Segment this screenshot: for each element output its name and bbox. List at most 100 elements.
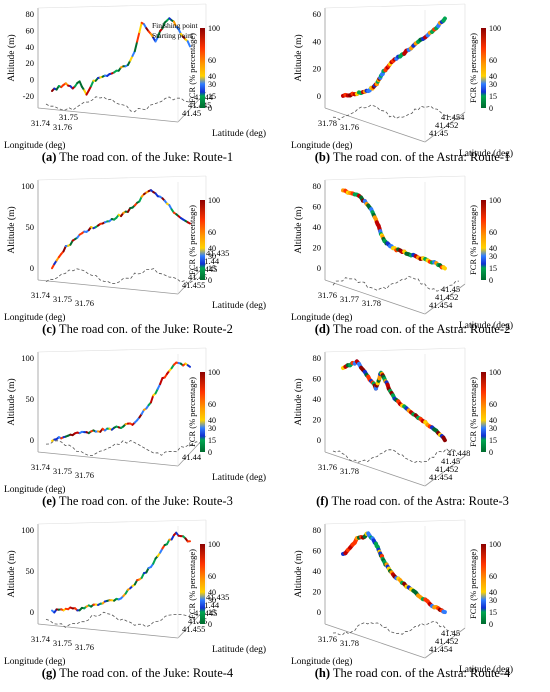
panel-a-caption-text: The road con. of the Juke: Route-1 — [56, 150, 234, 164]
panel-d-zlabel: Altitude (m) — [293, 206, 304, 253]
panel-g-caption-letter: (g) — [41, 666, 57, 680]
panel-c-x-tick: 31.76 — [75, 298, 94, 308]
panel-g-x-axis — [37, 623, 179, 639]
panel-a-annotation: Starting point — [152, 31, 194, 40]
panel-d-y-tick: 41.45 — [441, 284, 460, 294]
panel-d-x-axis — [324, 279, 426, 315]
panel-f-y-tick: 41.448 — [447, 448, 470, 458]
panel-b-colorbar-scale — [481, 28, 486, 108]
panel-b-colorbar-label: FCR (% percentage) — [468, 33, 478, 103]
panel-d-x-tick: 31.77 — [340, 294, 359, 304]
panel-d-colorbar-tick: 0 — [489, 276, 493, 285]
panel-c-route-segment — [186, 221, 191, 225]
panel-f-zlabel: Altitude (m) — [293, 378, 304, 425]
panel-d-grid-line — [324, 175, 466, 181]
panel-c-colorbar-tick: 15 — [208, 264, 216, 273]
panel-b-z-tick: 0 — [317, 91, 321, 101]
panel-d-caption-text: The road con. of the Astra: Route-2 — [330, 322, 511, 336]
panel-g-caption: (g) The road con. of the Juke: Route-4 — [0, 666, 275, 681]
panel-g-grid-line — [37, 519, 207, 525]
panel-e-z-tick: 100 — [21, 353, 34, 363]
panel-a-z-tick: 80 — [26, 9, 35, 19]
panel-d-z-tick: 60 — [313, 202, 322, 212]
panel-a-grid-line — [37, 3, 207, 9]
panel-f-y-tick: 41.454 — [429, 472, 453, 482]
panel-f-colorbar-tick: 100 — [489, 368, 501, 377]
panel-h-z-tick: 80 — [313, 525, 322, 535]
panel-a-route-segment — [156, 30, 162, 39]
panel-c-colorbar-tick: 40 — [208, 244, 216, 253]
panel-b-route-segment — [441, 16, 447, 23]
panel-h-y-tick: 41.454 — [429, 644, 453, 654]
panel-a-colorbar-tick: 60 — [208, 56, 216, 65]
panel-d-caption-letter: (d) — [314, 322, 330, 336]
panel-g-zlabel: Altitude (m) — [6, 550, 17, 597]
panel-b-x-axis — [324, 107, 426, 143]
panel-e-zlabel: Altitude (m) — [6, 378, 17, 425]
panel-a-colorbar-tick: 40 — [208, 72, 216, 81]
panel-b-route — [341, 16, 447, 98]
panel-a-y-tick: 41.45 — [182, 108, 201, 118]
panel-c-shadow-line — [45, 268, 201, 285]
panel-g-x-tick: 31.76 — [75, 642, 94, 652]
panel-e-caption-letter: (e) — [42, 494, 57, 508]
panel-g-caption-text: The road con. of the Juke: Route-4 — [56, 666, 234, 680]
panel-g-y-tick: 41.445 — [194, 608, 217, 618]
panel-a-colorbar-tick: 15 — [208, 92, 216, 101]
panel-g-xlabel: Longitude (deg) — [4, 656, 65, 667]
panel-h-z-tick: 40 — [313, 566, 322, 576]
panel-f-shadow-line — [332, 448, 460, 463]
panel-b-colorbar-tick: 0 — [489, 104, 493, 113]
panel-b-x-tick: 31.78 — [318, 118, 337, 128]
panel-h-y-tick: 41.452 — [435, 636, 458, 646]
panel-e-xlabel: Longitude (deg) — [4, 484, 65, 495]
panel-e-chart: 100 50 0 Altitude (m) 31.74 31.75 31.76 41.44 Lo… — [4, 347, 266, 495]
panel-b-colorbar-tick: 100 — [489, 24, 501, 33]
panel-g-z-tick: 50 — [26, 566, 35, 576]
panel-d-x-tick: 31.78 — [362, 298, 381, 308]
panel-b-colorbar-tick: 30 — [489, 80, 497, 89]
panel-c-y-tick: 41.445 — [194, 264, 217, 274]
panel-h-grid-line — [324, 519, 466, 525]
panel-g-y-tick: 41.44 — [200, 600, 220, 610]
panel-d-route-segment — [441, 265, 447, 271]
panel-c-x-tick: 31.75 — [53, 294, 72, 304]
panel-h-caption-letter: (h) — [314, 666, 330, 680]
panel-a-x-tick: 31.75 — [59, 112, 78, 122]
panel-d-colorbar-scale — [481, 200, 486, 280]
panel-c-zlabel: Altitude (m) — [6, 206, 17, 253]
panel-h-x-tick: 31.76 — [318, 634, 337, 644]
panel-d-z-tick: 40 — [313, 222, 322, 232]
panel-c-colorbar-tick: 60 — [208, 228, 216, 237]
panel-d-y-axis — [424, 283, 466, 315]
panel-g-y-tick: 41.455 — [182, 624, 205, 634]
panel-g-colorbar-scale — [200, 544, 205, 624]
panel-e-x-tick: 31.76 — [75, 470, 94, 480]
panel-e-colorbar-scale — [200, 372, 205, 452]
panel-h-y-tick: 41.45 — [441, 628, 460, 638]
panel-h-x-axis — [324, 623, 426, 659]
panel-a-route — [51, 17, 191, 96]
panel-e-colorbar-tick: 15 — [208, 436, 216, 445]
panel-e-route-segment — [186, 364, 191, 368]
panel-a-ylabel: Latitude (deg) — [212, 128, 266, 139]
panel-b-caption: (b) The road con. of the Astra: Route-1 — [275, 150, 550, 165]
panel-h-caption: (h) The road con. of the Astra: Route-4 — [275, 666, 550, 681]
panel-f-caption: (f) The road con. of the Astra: Route-3 — [275, 494, 550, 509]
panel-c-ylabel: Latitude (deg) — [212, 300, 266, 311]
panel-f-colorbar-tick: 40 — [489, 416, 497, 425]
panel-b-z-tick: 20 — [313, 64, 322, 74]
panel-a-xlabel: Longitude (deg) — [4, 140, 65, 151]
panel-h-colorbar-tick: 40 — [489, 588, 497, 597]
panel-b-axes: 60 40 20 0 Altitude (m) 31.78 31.76 41.4541.452… — [291, 3, 513, 159]
panel-d-z-tick: 80 — [313, 181, 322, 191]
panel-h-colorbar-tick: 30 — [489, 596, 497, 605]
